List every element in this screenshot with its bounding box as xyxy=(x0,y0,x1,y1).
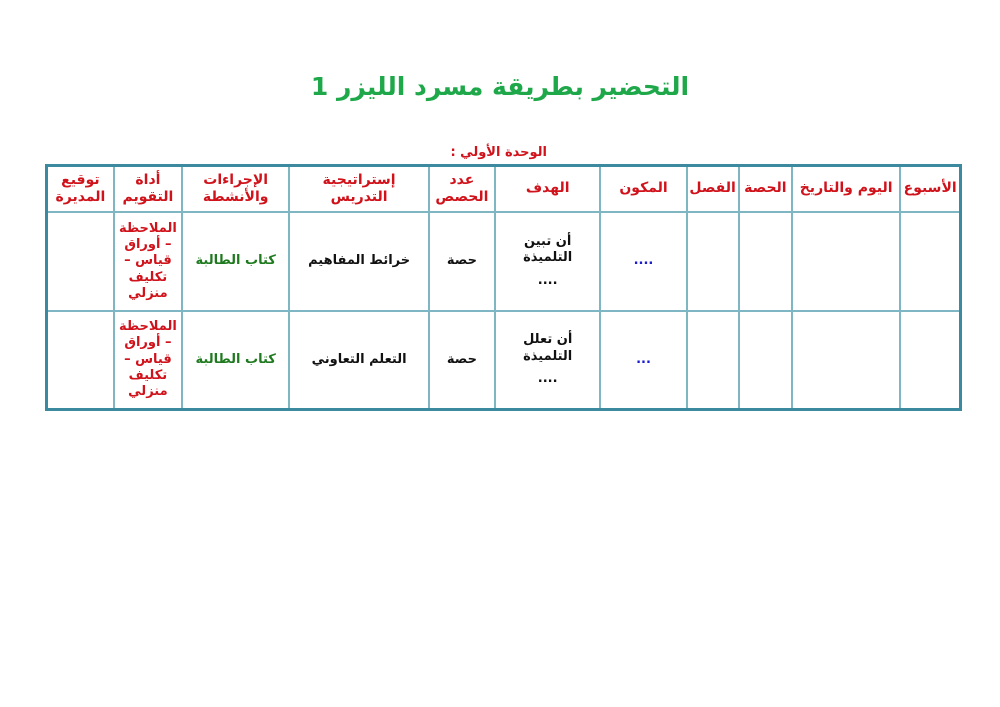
table-row: .... أن تبين التلميذة.... حصة خرائط المف… xyxy=(45,211,962,312)
cell-count: حصة xyxy=(427,211,497,312)
cell-class xyxy=(685,211,740,312)
objective-ellipsis: .... xyxy=(537,272,558,288)
header-assessment: أداة التقويم xyxy=(112,164,184,214)
cell-assessment: الملاحظة – أوراق قياس – تكليف منزلي xyxy=(112,309,184,411)
table-row: ... أن تعلل التلميذة.... حصة التعلم التع… xyxy=(45,309,962,411)
cell-strategy: خرائط المفاهيم xyxy=(288,211,430,312)
cell-assessment: الملاحظة – أوراق قياس – تكليف منزلي xyxy=(112,211,184,312)
objective-text: أن تبين التلميذة xyxy=(523,234,573,266)
cell-objective: أن تبين التلميذة.... xyxy=(494,211,602,312)
cell-date xyxy=(790,211,902,312)
page-title: التحضير بطريقة مسرد الليزر 1 xyxy=(310,72,690,101)
cell-activities: كتاب الطالبة xyxy=(181,309,291,411)
header-signature: توقيع المديرة xyxy=(45,164,115,214)
cell-objective: أن تعلل التلميذة.... xyxy=(494,309,602,411)
cell-date xyxy=(790,309,902,411)
header-strategy: إستراتيجية التدريس xyxy=(288,164,430,214)
cell-period xyxy=(737,211,793,312)
cell-period xyxy=(737,309,793,411)
objective-text: أن تعلل التلميذة xyxy=(523,332,573,364)
cell-signature xyxy=(45,309,115,411)
cell-class xyxy=(685,309,740,411)
lesson-plan-table: الأسبوع اليوم والتاريخ الحصة الفصل المكو… xyxy=(45,164,962,411)
cell-component: .... xyxy=(599,211,688,312)
header-component: المكون xyxy=(599,164,688,214)
objective-ellipsis: .... xyxy=(537,370,558,386)
cell-strategy: التعلم التعاوني xyxy=(288,309,430,411)
header-row: الأسبوع اليوم والتاريخ الحصة الفصل المكو… xyxy=(45,164,962,214)
unit-label: الوحدة الأولي : xyxy=(450,145,547,160)
header-date: اليوم والتاريخ xyxy=(790,164,902,214)
header-objective: الهدف xyxy=(494,164,602,214)
cell-week xyxy=(899,309,962,411)
cell-component: ... xyxy=(599,309,688,411)
cell-week xyxy=(899,211,962,312)
header-activities: الإجراءات والأنشطة xyxy=(181,164,291,214)
header-period: الحصة xyxy=(737,164,793,214)
header-class: الفصل xyxy=(685,164,740,214)
header-week: الأسبوع xyxy=(899,164,962,214)
cell-count: حصة xyxy=(427,309,497,411)
cell-activities: كتاب الطالبة xyxy=(181,211,291,312)
cell-signature xyxy=(45,211,115,312)
header-count: عدد الحصص xyxy=(427,164,497,214)
